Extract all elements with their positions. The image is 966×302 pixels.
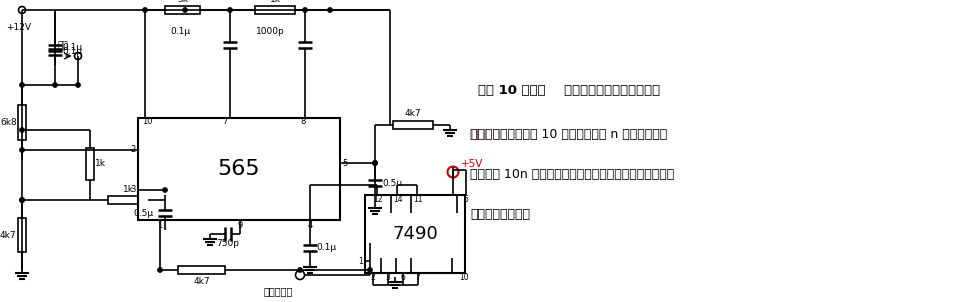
Text: 7: 7 [222, 117, 228, 127]
Bar [86, 148, 94, 180]
Circle shape [298, 268, 302, 272]
Text: 倍乘 10 锁相环    利用锁相环集成电路和十进: 倍乘 10 锁相环 利用锁相环集成电路和十进 [478, 83, 660, 97]
Circle shape [183, 8, 187, 12]
Bar [365, 195, 465, 273]
Text: 750p: 750p [216, 239, 240, 248]
Text: 1: 1 [358, 256, 363, 265]
Text: +12V: +12V [6, 24, 31, 33]
Text: 14: 14 [393, 194, 403, 204]
Text: 制计数器，可以构成 10 倍频电路。将 n 个计数器级联: 制计数器，可以构成 10 倍频电路。将 n 个计数器级联 [470, 128, 668, 142]
Text: 0.5μ: 0.5μ [133, 208, 154, 217]
Text: 2: 2 [371, 274, 376, 282]
Text: 7490: 7490 [392, 225, 438, 243]
Text: 11: 11 [413, 194, 422, 204]
Circle shape [367, 268, 373, 272]
Text: 制计数器: 制计数器 [470, 128, 500, 142]
Circle shape [162, 192, 167, 198]
Text: +5V: +5V [461, 159, 483, 169]
Text: 4k7: 4k7 [405, 110, 421, 118]
Text: 6: 6 [401, 274, 406, 282]
Text: 565: 565 [217, 159, 260, 179]
Circle shape [373, 160, 378, 165]
Text: 1k: 1k [123, 185, 133, 194]
Text: 0.5μ: 0.5μ [382, 178, 402, 188]
Text: 4k7: 4k7 [193, 277, 210, 285]
Bar [255, 6, 295, 14]
Text: 0.1μ: 0.1μ [62, 43, 82, 53]
Circle shape [19, 82, 24, 88]
Bar [165, 6, 200, 14]
Circle shape [75, 82, 80, 88]
Circle shape [19, 198, 24, 203]
Circle shape [19, 127, 24, 133]
Text: 十倍频输出: 十倍频输出 [264, 286, 293, 296]
Text: 1000p: 1000p [256, 27, 284, 36]
Text: 4: 4 [307, 220, 313, 230]
Text: 极低的信号频率。: 极低的信号频率。 [470, 208, 530, 221]
Circle shape [302, 8, 307, 12]
Circle shape [157, 268, 162, 272]
Text: 9: 9 [238, 220, 242, 230]
Text: 5k: 5k [177, 0, 188, 4]
Circle shape [19, 147, 24, 153]
Text: 0.1μ: 0.1μ [170, 27, 190, 36]
Text: 3: 3 [385, 274, 390, 282]
Circle shape [373, 160, 378, 165]
Bar [178, 266, 225, 274]
Circle shape [52, 82, 58, 88]
Text: 7: 7 [415, 274, 420, 282]
Text: 3: 3 [130, 185, 136, 194]
Text: 输入: 输入 [58, 41, 69, 50]
Circle shape [18, 7, 25, 14]
Circle shape [162, 188, 167, 192]
Text: 1k: 1k [95, 159, 106, 169]
Text: 2: 2 [130, 146, 136, 155]
Text: 10: 10 [142, 117, 153, 127]
Text: 后，可得 10n 倍频器。将其用于频率计上，可以测量频率: 后，可得 10n 倍频器。将其用于频率计上，可以测量频率 [470, 169, 674, 182]
Circle shape [228, 8, 233, 12]
Text: 1k: 1k [270, 0, 280, 4]
Bar [18, 105, 26, 140]
Bar [138, 118, 340, 220]
Text: 10: 10 [459, 274, 469, 282]
Circle shape [327, 8, 332, 12]
Circle shape [296, 271, 304, 279]
Bar [18, 218, 26, 252]
Circle shape [74, 53, 81, 59]
Text: 5: 5 [463, 194, 468, 204]
Text: 1: 1 [157, 220, 162, 230]
Text: 5: 5 [342, 159, 347, 168]
Circle shape [447, 166, 459, 178]
Text: 4k7: 4k7 [0, 230, 16, 239]
Bar [393, 121, 433, 129]
Text: 6k8: 6k8 [0, 118, 16, 127]
Text: 12: 12 [373, 194, 383, 204]
Text: 0.1μ: 0.1μ [316, 243, 336, 252]
Circle shape [143, 8, 148, 12]
Text: 0.1μ: 0.1μ [62, 47, 82, 56]
Text: 8: 8 [300, 117, 305, 127]
Circle shape [19, 198, 24, 203]
Bar [108, 196, 148, 204]
